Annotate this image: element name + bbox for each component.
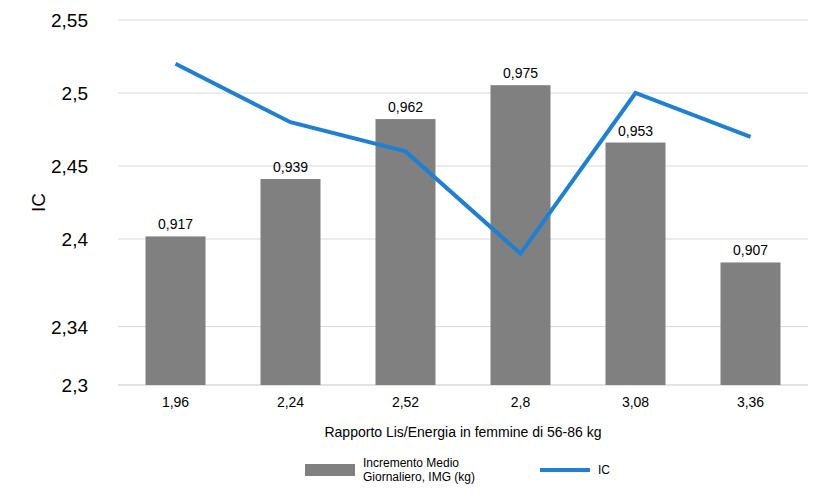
- data-label: 0,953: [618, 123, 653, 139]
- bar: [261, 179, 321, 385]
- legend-swatch: [540, 468, 590, 472]
- y-tick-label: 2,55: [51, 10, 88, 31]
- legend-label: Incremento MedioGiornaliero, IMG (kg): [363, 456, 475, 484]
- x-tick-label: 1,96: [162, 394, 189, 410]
- line: [176, 64, 751, 254]
- data-label: 0,975: [503, 65, 538, 81]
- legend-label-line: Giornaliero, IMG (kg): [363, 470, 475, 484]
- y-tick-label: 2,4: [62, 229, 89, 250]
- grid-line: [118, 20, 808, 21]
- grid-line: [118, 326, 808, 327]
- x-axis-title: Rapporto Lis/Energia in femmine di 56-86…: [324, 424, 601, 440]
- x-tick-label: 3,08: [622, 394, 649, 410]
- data-labels: 0,917 0,939 0,962 0,975 0,953 0,907: [158, 65, 768, 258]
- x-tick-label: 2,24: [277, 394, 304, 410]
- bar: [146, 236, 206, 385]
- legend-label-line: Incremento Medio: [363, 456, 459, 470]
- y-tick-label: 2,34: [51, 317, 88, 338]
- grid-line: [118, 239, 808, 240]
- legend-label-line: IC: [598, 463, 610, 477]
- grid-line: [118, 385, 808, 386]
- grid-line: [118, 93, 808, 94]
- data-label: 0,917: [158, 216, 193, 232]
- data-label: 0,962: [388, 99, 423, 115]
- y-tick-label: 2,3: [62, 375, 88, 396]
- x-tick-label: 2,52: [392, 394, 419, 410]
- grid-line: [118, 166, 808, 167]
- bar: [721, 262, 781, 385]
- y-tick-label: 2,45: [51, 156, 88, 177]
- y-axis-title: IC: [28, 193, 49, 212]
- x-axis: [118, 385, 808, 386]
- data-label: 0,939: [273, 159, 308, 175]
- bar: [376, 119, 436, 385]
- chart: 2,3 2,34 2,4 2,45 2,5 2,55 0,917 0,939 0,962 0,97…: [0, 0, 820, 498]
- bar: [606, 143, 666, 385]
- data-label: 0,907: [733, 242, 768, 258]
- legend-label: IC: [598, 463, 610, 477]
- y-tick-label: 2,5: [62, 83, 88, 104]
- legend-swatch: [305, 464, 355, 476]
- plot-marks: [146, 64, 781, 385]
- x-tick-label: 3,36: [737, 394, 764, 410]
- x-tick-label: 2,8: [511, 394, 531, 410]
